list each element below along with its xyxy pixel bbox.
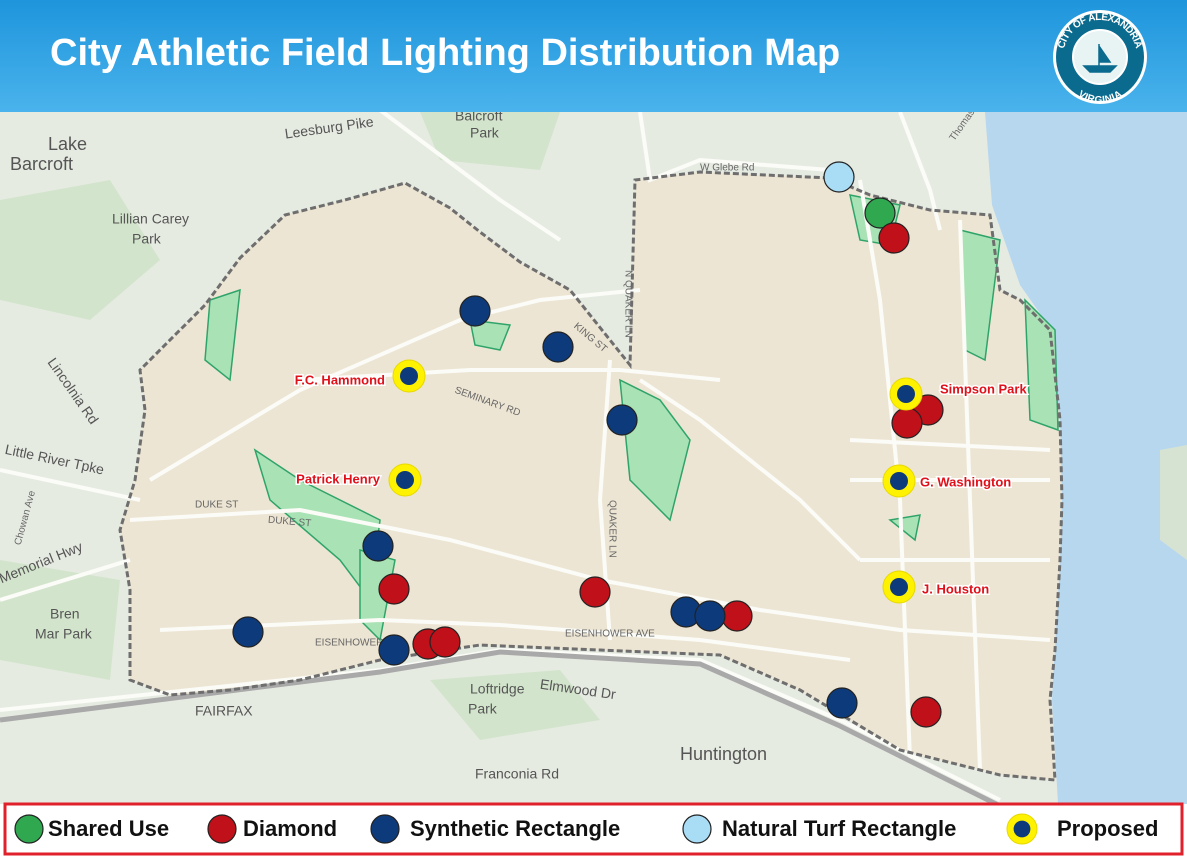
road-label: FAIRFAX [195,703,253,719]
field-label: J. Houston [922,581,989,596]
marker-proposed [897,385,915,403]
field-label: Patrick Henry [296,471,381,486]
marker [429,626,461,658]
street [898,111,942,231]
field-area [619,378,691,522]
marker-proposed [400,367,418,385]
marker-proposed [1013,820,1031,838]
street [638,111,831,183]
street [849,438,1051,452]
place-label: Barcroft [10,154,73,174]
place-label: Park [470,125,500,141]
street [159,617,851,662]
header-bar [0,0,1187,112]
marker [878,222,910,254]
city-boundary [118,170,1064,782]
marker-proposed [890,472,908,490]
marker [606,404,638,436]
legend-box [3,802,1184,856]
marker [721,600,753,632]
place-label: Mar Park [35,626,93,642]
marker [207,814,237,844]
road-label: DUKE ST [195,500,238,511]
marker [579,576,611,608]
road-label: EISENHOWER AVE [315,638,405,649]
field-label: F.C. Hammond [295,372,385,387]
place-label: Bren [50,606,80,622]
street [638,378,862,562]
legend-label: Natural Turf Rectangle [722,816,956,841]
seal-text-bottom: VIRGINIA [1076,89,1124,106]
legend-label: Diamond [243,816,337,841]
river [985,112,1187,804]
marker [378,573,410,605]
park-area [0,180,160,320]
street [378,108,562,242]
marker [378,634,410,666]
city-area [120,172,1062,780]
street [0,558,131,602]
park-area [430,670,600,740]
freeway [0,649,1002,809]
street [148,288,641,482]
marker [682,814,712,844]
legend-label: Shared Use [48,816,169,841]
title: City Athletic Field Lighting Distributio… [50,32,840,74]
legend-label: Synthetic Rectangle [410,816,620,841]
seal-ship [1082,44,1118,73]
river-island [1160,445,1187,560]
marker [826,687,858,719]
place-label: Park [132,231,162,247]
marker [370,814,400,844]
marker [910,696,942,728]
street [958,219,982,771]
marker [362,530,394,562]
legend: Shared Use Diamond Synthetic Rectangle Natu… [3,802,1184,856]
seal: CITY OF ALEXANDRIA VIRGINIA [1053,10,1147,106]
place-label: Park [468,701,498,717]
marker [823,161,855,193]
place-label: Lillian Carey [112,211,189,227]
road-label: DUKE ST [268,515,312,530]
field-label: Simpson Park [940,381,1027,396]
marker [459,295,491,327]
place-label: Lake [48,134,87,154]
marker-proposed [396,471,414,489]
street [0,468,141,502]
marker [14,814,44,844]
street [299,368,721,382]
marker [232,616,264,648]
field-area [469,319,512,351]
park-area [420,112,560,170]
marker-proposed [890,578,908,596]
field-area [204,288,241,382]
road-label: W Glebe Rd [700,163,754,174]
marker [542,331,574,363]
place-label: Huntington [680,744,767,764]
legend-label: Proposed [1057,816,1158,841]
place-label: Loftridge [470,681,525,697]
street [858,179,912,761]
marker [694,600,726,632]
seal-text-bottom-path: VIRGINIA [1076,89,1124,106]
road-label: Franconia Rd [475,766,559,782]
road-label: EISENHOWER AVE [565,629,655,640]
field-label: G. Washington [920,474,1011,489]
marker [891,407,923,439]
road-label: N QUAKER LN [622,270,633,338]
marker [864,197,896,229]
road-label: QUAKER LN [606,500,617,558]
